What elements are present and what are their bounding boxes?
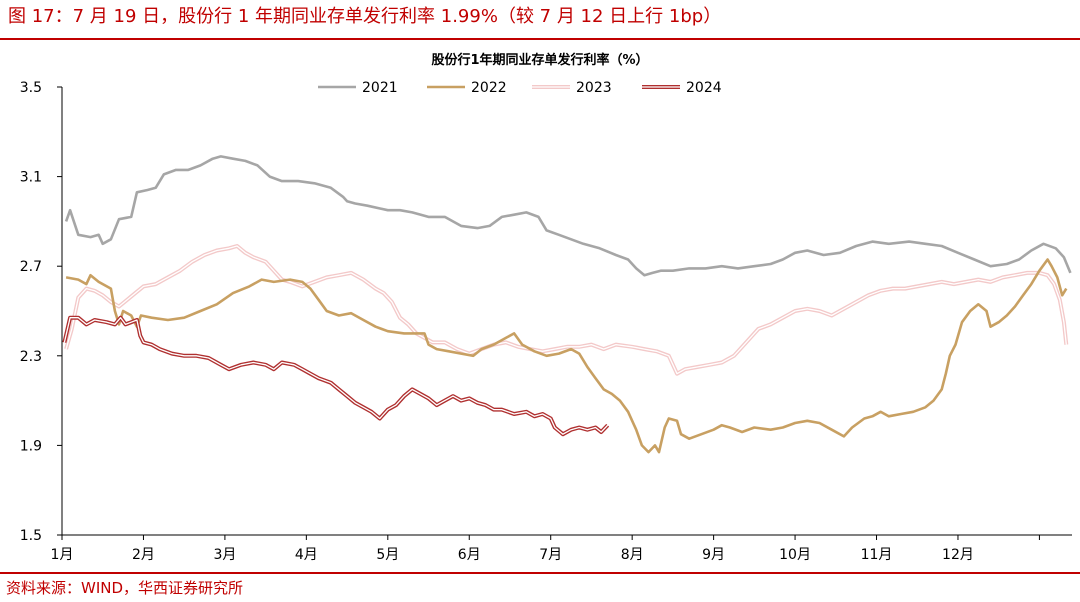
- plot-area: [62, 155, 1072, 454]
- legend-item-2022: 2022: [427, 80, 507, 96]
- x-tick-label: 7月: [539, 547, 562, 563]
- x-tick-label: 10月: [779, 547, 811, 563]
- series-2024: [62, 315, 610, 437]
- legend-label-2023: 2023: [576, 80, 612, 96]
- axes: 1.5 1.9 2.3 2.7 3.1 3.5 1月 2月 3月 4月 5月 6月 7月 8月 9月 10月 1…: [20, 80, 1072, 563]
- line-chart: 股份行1年期同业存单发行利率（%） 2021 2022 2023 2024 1.51.…: [20, 52, 1072, 563]
- series-line-inner-2023: [65, 245, 1067, 375]
- x-tick-label: 2月: [132, 547, 155, 563]
- x-tick-label: 6月: [458, 547, 481, 563]
- series-line-2024: [62, 315, 610, 437]
- legend-label-2022: 2022: [471, 80, 507, 96]
- x-tick-label: 1月: [51, 547, 74, 563]
- top-rule: [0, 38, 1080, 40]
- legend-item-2024: 2024: [642, 80, 722, 96]
- y-tick-label: 3.1: [20, 170, 42, 186]
- figure-title: 图 17：7 月 19 日，股份行 1 年期同业存单发行利率 1.99%（较 7…: [8, 6, 722, 27]
- legend: 2021 2022 2023 2024: [318, 80, 722, 96]
- legend-label-2021: 2021: [362, 80, 398, 96]
- series-line-inner-2024: [63, 317, 609, 435]
- x-tick-label: 5月: [376, 547, 399, 563]
- legend-item-2023: 2023: [532, 80, 612, 96]
- y-tick-label: 1.9: [20, 438, 42, 454]
- y-tick-label: 2.7: [20, 259, 42, 275]
- chart-title: 股份行1年期同业存单发行利率（%）: [431, 52, 648, 68]
- x-tick-label: 12月: [942, 547, 974, 563]
- x-tick-label: 4月: [295, 547, 318, 563]
- y-tick-label: 1.5: [20, 528, 42, 544]
- x-tick-label: 9月: [702, 547, 725, 563]
- series-2023: [64, 244, 1069, 376]
- y-tick-label: 2.3: [20, 349, 42, 365]
- series-line-2023: [64, 244, 1069, 376]
- series-2021: [64, 155, 1072, 277]
- legend-item-2021: 2021: [318, 80, 398, 96]
- series-2022: [65, 258, 1068, 454]
- series-line-2021: [64, 155, 1072, 277]
- x-tick-label: 11月: [861, 547, 893, 563]
- x-tick-label: 8月: [621, 547, 644, 563]
- legend-label-2024: 2024: [686, 80, 722, 96]
- series-line-2022: [65, 258, 1068, 454]
- x-tick-label: 3月: [213, 547, 236, 563]
- source-note: 资料来源：WIND，华西证券研究所: [6, 579, 244, 597]
- y-tick-label: 3.5: [20, 80, 42, 96]
- bottom-rule: [0, 572, 1080, 574]
